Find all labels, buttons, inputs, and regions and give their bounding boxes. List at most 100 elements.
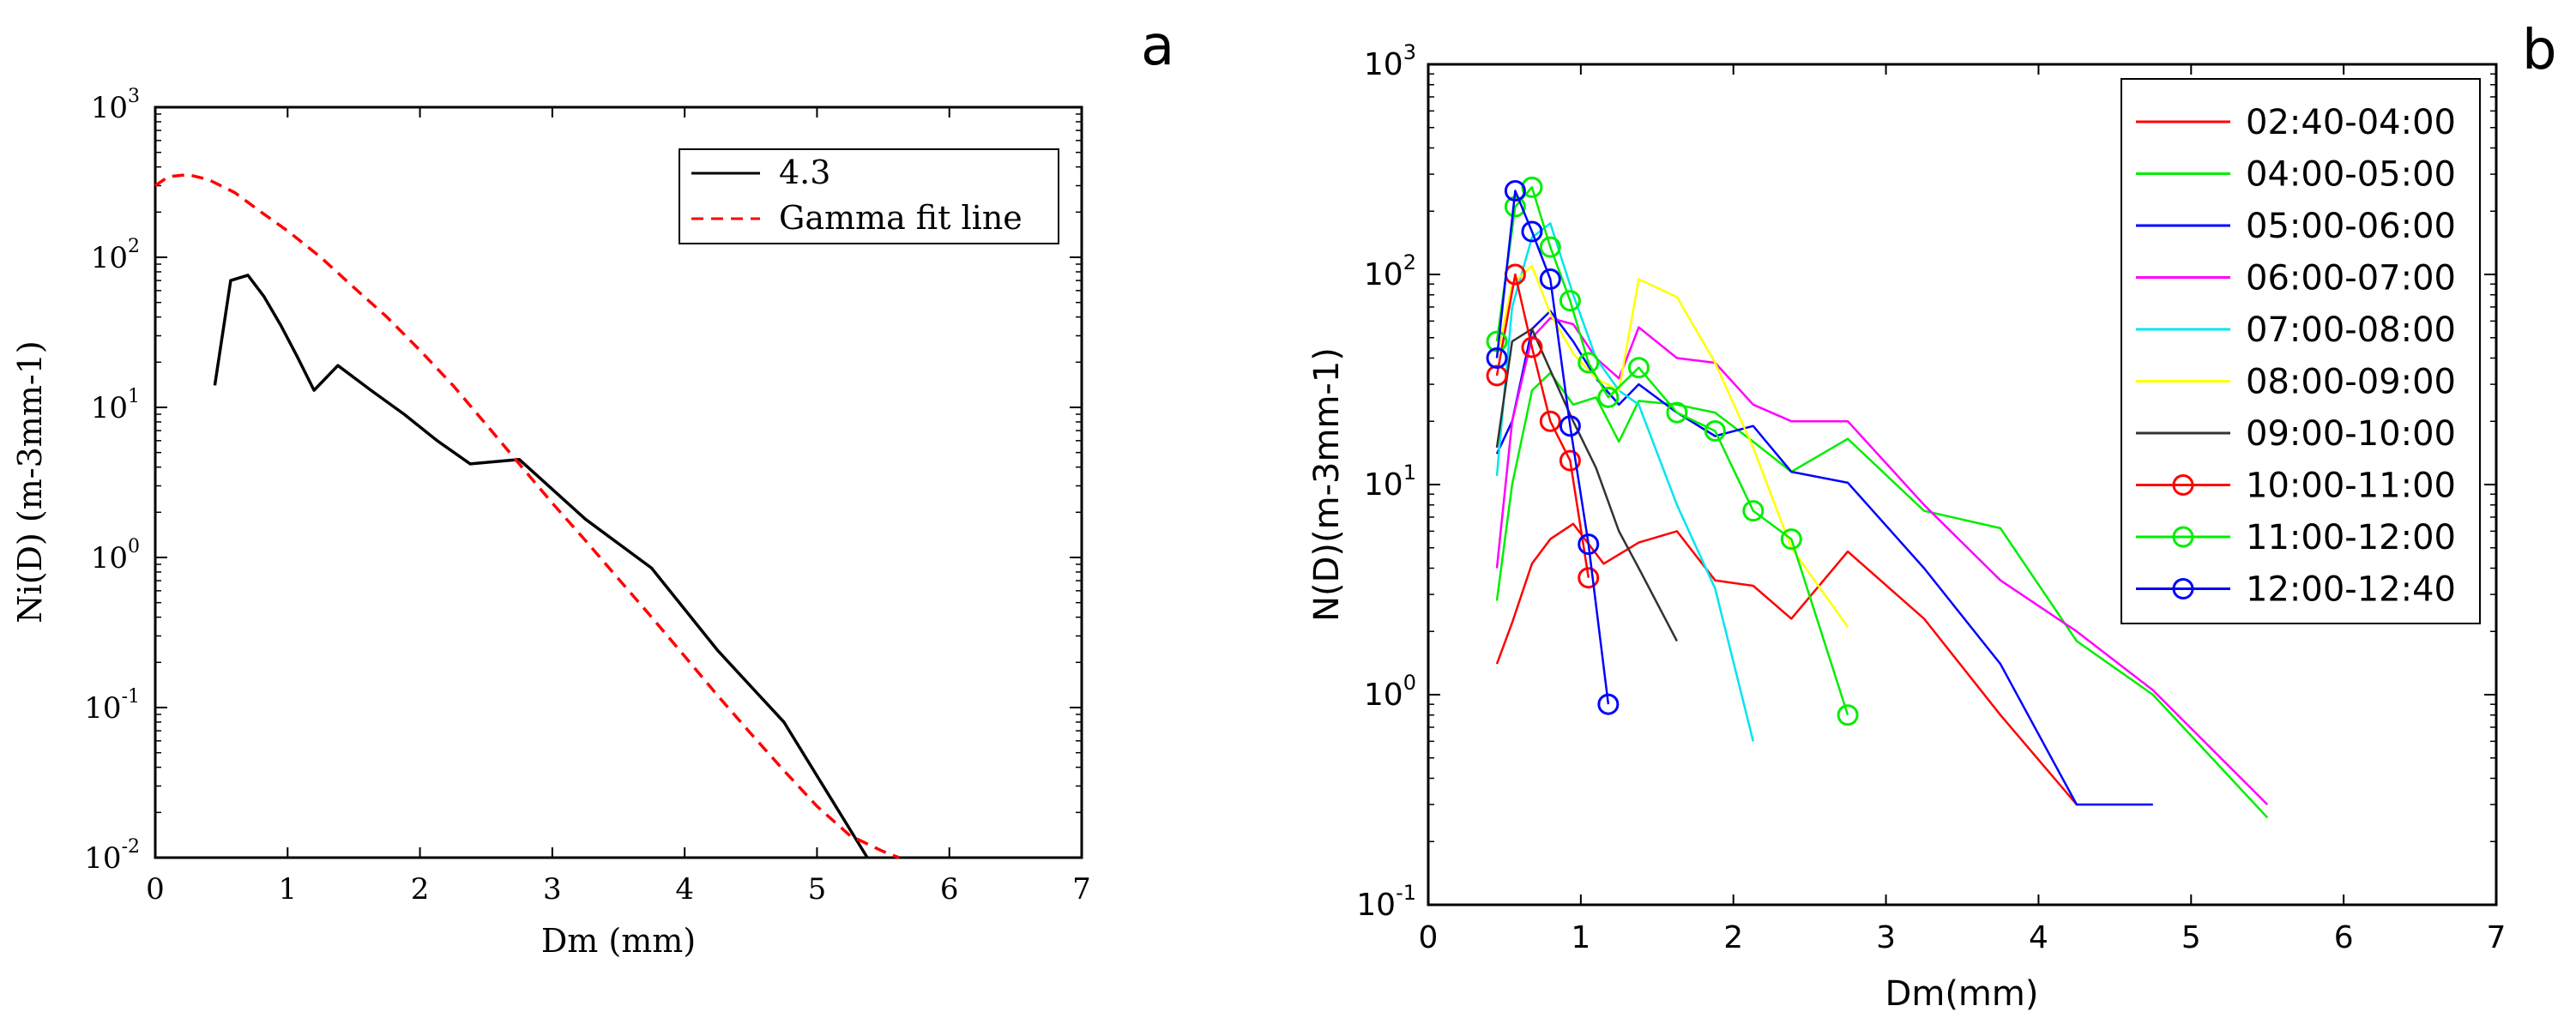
panel-a-y-tick-base: 10 xyxy=(91,541,128,575)
panel-b-legend-label-05-00-06-00: 05:00-06:00 xyxy=(2246,207,2456,246)
panel-b-y-tick-exponent: 0 xyxy=(1403,671,1416,695)
panel-a-legend-box xyxy=(679,148,1059,244)
panel-b-legend-label-04-00-05-00: 04:00-05:00 xyxy=(2246,155,2456,195)
panel-b-legend: 02:40-04:00 04:00-05:00 05:00-06:00 06:00-0… xyxy=(2121,78,2481,624)
panel-a-y-tick-exponent: 2 xyxy=(128,236,140,257)
panel-b-series-point-11-00-12-00 xyxy=(1627,357,1650,379)
panel-b-series-point-12-00-12-40 xyxy=(1578,533,1600,556)
panel-b-series-line-04-00-05-00 xyxy=(1495,371,2269,819)
panel-b-y-tick-base: 10 xyxy=(1364,257,1403,292)
panel-a-x-tick-label: 1 xyxy=(278,872,297,907)
panel-a-y-tick-label: 100 xyxy=(91,536,140,575)
panel-a-y-tick-exponent: 1 xyxy=(128,386,140,407)
panel-a-x-tick-label: 7 xyxy=(1072,872,1091,907)
panel-b-legend-label-10-00-11-00: 10:00-11:00 xyxy=(2246,467,2456,506)
panel-a-x-tick-label: 3 xyxy=(543,872,562,907)
panel-b-y-tick-exponent: 3 xyxy=(1403,40,1416,64)
panel-b-y-tick-label: 101 xyxy=(1364,461,1416,503)
panel-b-series-point-10-00-11-00 xyxy=(1539,410,1561,432)
panel-b-x-axis: 0 1 2 3 4 5 6 7 xyxy=(1419,64,2507,955)
panel-b-legend-box xyxy=(2121,78,2481,624)
panel-a-y-tick-base: 10 xyxy=(91,241,128,275)
panel-b-y-tick-label: 100 xyxy=(1364,671,1416,713)
panel-a-y-tick-base: 10 xyxy=(91,91,128,125)
panel-b-legend-label-08-00-09-00: 08:00-09:00 xyxy=(2246,363,2456,402)
panel-a-legend: 4.3 Gamma fit line xyxy=(679,148,1059,244)
panel-b-series-point-11-00-12-00 xyxy=(1597,386,1620,408)
panel-b-y-tick-exponent: -1 xyxy=(1396,881,1416,905)
panel-a-y-tick-label: 10-2 xyxy=(84,836,140,876)
panel-a-y-tick-base: 10 xyxy=(84,841,121,876)
panel-b-x-tick-label: 0 xyxy=(1419,920,1439,955)
panel-a-x-axis-label: Dm (mm) xyxy=(541,922,696,960)
panel-b-series-line-09-00-10-00 xyxy=(1495,328,1679,642)
panel-b-legend-label-02-40-04-00: 02:40-04:00 xyxy=(2246,103,2456,142)
panel-b-legend-label-09-00-10-00: 09:00-10:00 xyxy=(2246,414,2456,454)
panel-b-legend-marker-12-00-12-40 xyxy=(2172,578,2194,599)
panel-b-legend-marker-10-00-11-00 xyxy=(2172,474,2194,496)
panel-a-x-tick-label: 5 xyxy=(808,872,827,907)
panel-b-series-line-11-00-12-00 xyxy=(1495,186,1849,716)
panel-b-y-tick-base: 10 xyxy=(1364,678,1403,713)
panel-a-y-tick-exponent: 0 xyxy=(128,536,140,557)
panel-b-y-tick-label: 102 xyxy=(1364,250,1416,292)
panel-b-series-point-10-00-11-00 xyxy=(1521,336,1543,358)
panel-b-x-tick-label: 1 xyxy=(1571,920,1590,955)
panel-b-x-tick-label: 6 xyxy=(2334,920,2354,955)
panel-a-x-tick-label: 2 xyxy=(411,872,430,907)
panel-a-y-axis-label: Ni(D) (m-3mm-1) xyxy=(11,340,49,623)
panel-b-series-point-12-00-12-40 xyxy=(1559,415,1581,437)
panel-b-legend-label-11-00-12-00: 11:00-12:00 xyxy=(2246,518,2456,557)
panel-b-series-line-08-00-09-00 xyxy=(1495,264,1849,628)
panel-b-series-group xyxy=(1486,176,2269,819)
panel-a-y-tick-label: 102 xyxy=(91,236,140,275)
panel-b-series-line-02-40-04-00 xyxy=(1495,522,2078,805)
panel-b-y-tick-exponent: 2 xyxy=(1403,250,1416,274)
panel-b-series-point-11-00-12-00 xyxy=(1578,352,1600,374)
panel-b-x-tick-label: 2 xyxy=(1723,920,1743,955)
panel-a-y-tick-exponent: -2 xyxy=(122,836,140,858)
panel-b-legend-label-06-00-07-00: 06:00-07:00 xyxy=(2246,259,2456,298)
panel-a-series-line-4-3 xyxy=(213,274,869,858)
panel-b-series-point-11-00-12-00 xyxy=(1780,528,1802,551)
panel-b-x-tick-label: 7 xyxy=(2487,920,2507,955)
panel-b-series-point-10-00-11-00 xyxy=(1578,567,1600,589)
panel-a-legend-label-gamma: Gamma fit line xyxy=(779,199,1023,237)
panel-b-legend-marker-11-00-12-00 xyxy=(2172,526,2194,548)
panel-b-series-point-11-00-12-00 xyxy=(1666,401,1688,424)
panel-b-series-point-12-00-12-40 xyxy=(1521,220,1543,243)
panel-b-series-point-11-00-12-00 xyxy=(1742,500,1765,522)
panel-b-series-point-12-00-12-40 xyxy=(1539,268,1561,290)
panel-a-y-tick-label: 101 xyxy=(91,386,140,425)
panel-b-series-point-11-00-12-00 xyxy=(1704,419,1726,442)
panel-b-x-tick-label: 4 xyxy=(2029,920,2048,955)
panel-a-series-group xyxy=(154,172,900,859)
panel-b-series-point-12-00-12-40 xyxy=(1486,346,1508,369)
panel-b-series-point-10-00-11-00 xyxy=(1559,449,1581,472)
panel-b-series-line-06-00-07-00 xyxy=(1495,316,2269,805)
panel-a-y-tick-label: 10-1 xyxy=(84,686,140,726)
panel-b-x-tick-label: 5 xyxy=(2181,920,2201,955)
panel-a-y-tick-exponent: -1 xyxy=(122,686,140,708)
panel-b-y-axis-label: N(D)(m-3mm-1) xyxy=(1307,347,1347,622)
panel-b-series-line-12-00-12-40 xyxy=(1495,190,1610,705)
panel-a-y-tick-base: 10 xyxy=(84,691,121,726)
panel-a-y-tick-base: 10 xyxy=(91,391,128,425)
panel-a-x-tick-label: 0 xyxy=(146,872,165,907)
panel-b-y-tick-label: 103 xyxy=(1364,40,1416,82)
panel-b-series-point-11-00-12-00 xyxy=(1521,176,1543,198)
panel-a-legend-label-4-3: 4.3 xyxy=(779,154,830,191)
panel-b-y-tick-exponent: 1 xyxy=(1403,461,1416,485)
panel-b-y-tick-label: 10-1 xyxy=(1356,881,1416,923)
panel-b-series-point-10-00-11-00 xyxy=(1486,364,1508,387)
panel-b-series-point-11-00-12-00 xyxy=(1539,236,1561,258)
panel-b-x-axis-label: Dm(mm) xyxy=(1885,974,2039,1014)
panel-a-letter: a xyxy=(1141,15,1174,78)
panel-b-legend-label-12-00-12-40: 12:00-12:40 xyxy=(2246,570,2456,610)
panel-b-series-line-10-00-11-00 xyxy=(1495,273,1590,578)
